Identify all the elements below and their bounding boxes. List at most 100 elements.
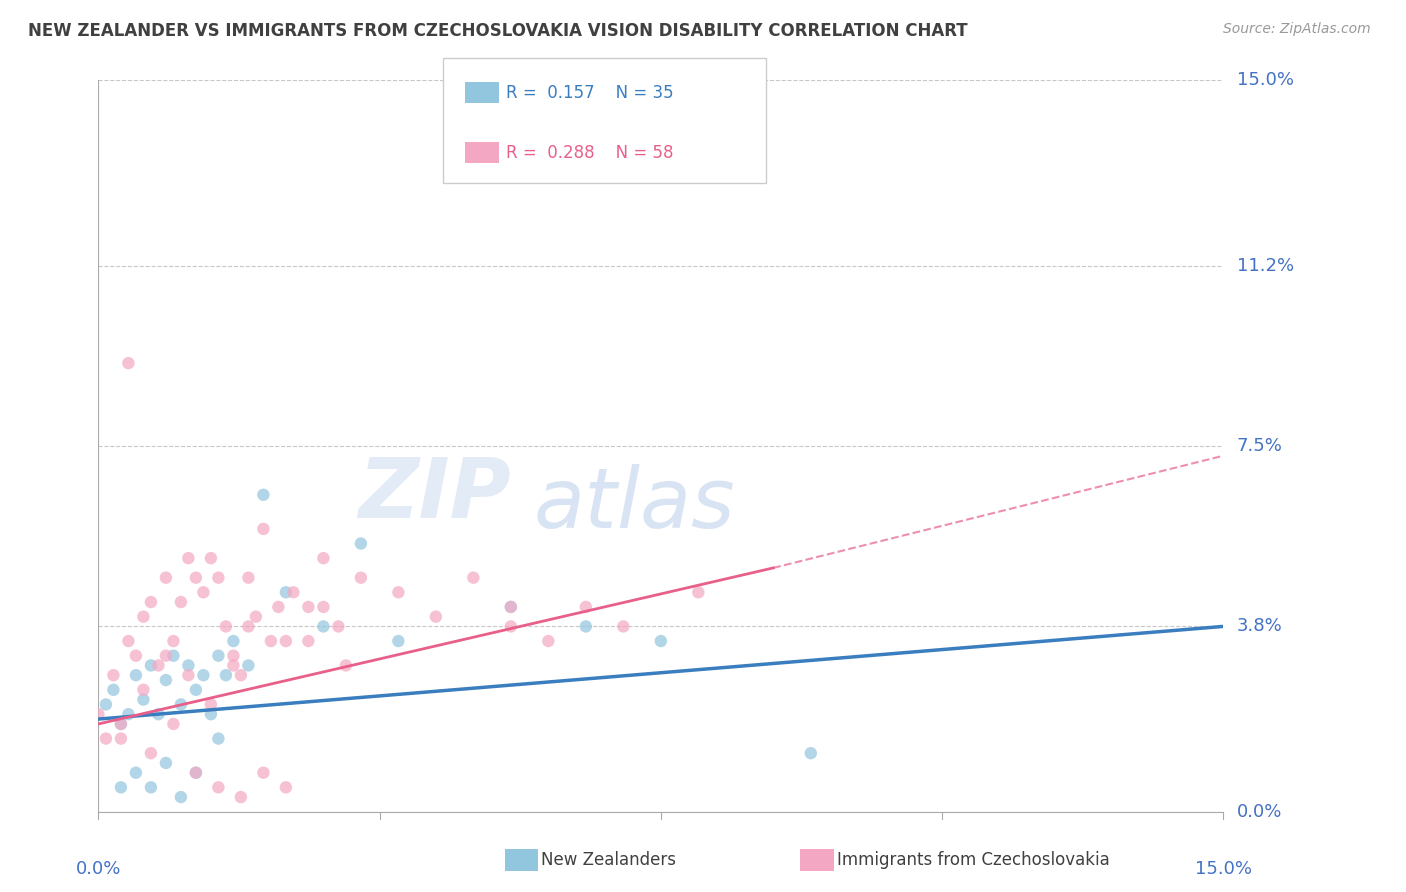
Point	[177, 668, 200, 682]
Text: atlas: atlas	[533, 464, 735, 545]
Text: 0.0%: 0.0%	[1237, 803, 1282, 821]
Point	[207, 648, 229, 663]
Point	[499, 599, 522, 614]
Point	[170, 790, 193, 805]
Point	[229, 668, 252, 682]
Text: NEW ZEALANDER VS IMMIGRANTS FROM CZECHOSLOVAKIA VISION DISABILITY CORRELATION CH: NEW ZEALANDER VS IMMIGRANTS FROM CZECHOS…	[28, 22, 967, 40]
Point	[387, 585, 409, 599]
Point	[155, 756, 177, 770]
Point	[200, 707, 222, 722]
Point	[350, 536, 373, 550]
Point	[139, 780, 162, 795]
Point	[125, 648, 148, 663]
Point	[170, 698, 193, 712]
Point	[215, 668, 238, 682]
Point	[148, 707, 170, 722]
Point	[312, 551, 335, 566]
Text: New Zealanders: New Zealanders	[541, 851, 676, 869]
Point	[200, 551, 222, 566]
Point	[110, 731, 132, 746]
Point	[328, 619, 350, 633]
Point	[612, 619, 634, 633]
Point	[252, 522, 274, 536]
Text: ZIP: ZIP	[359, 454, 510, 535]
Point	[207, 731, 229, 746]
Point	[125, 765, 148, 780]
Text: 7.5%: 7.5%	[1237, 437, 1282, 455]
Point	[184, 571, 207, 585]
Point	[688, 585, 710, 599]
Text: Source: ZipAtlas.com: Source: ZipAtlas.com	[1223, 22, 1371, 37]
Point	[350, 571, 373, 585]
Point	[245, 609, 267, 624]
Point	[238, 619, 260, 633]
Text: R =  0.157    N = 35: R = 0.157 N = 35	[506, 84, 673, 102]
Point	[132, 682, 155, 697]
Point	[177, 658, 200, 673]
Point	[177, 551, 200, 566]
Point	[274, 780, 297, 795]
Point	[575, 619, 598, 633]
Point	[193, 668, 215, 682]
Point	[800, 746, 823, 760]
Text: 15.0%: 15.0%	[1237, 71, 1294, 89]
Point	[260, 634, 283, 648]
Text: 0.0%: 0.0%	[76, 861, 121, 879]
Point	[117, 356, 139, 370]
Point	[238, 571, 260, 585]
Point	[94, 698, 117, 712]
Point	[222, 648, 245, 663]
Point	[94, 731, 117, 746]
Point	[229, 790, 252, 805]
Point	[148, 658, 170, 673]
Point	[162, 648, 184, 663]
Point	[117, 634, 139, 648]
Point	[297, 634, 319, 648]
Point	[125, 668, 148, 682]
Point	[110, 780, 132, 795]
Point	[283, 585, 305, 599]
Point	[184, 682, 207, 697]
Point	[238, 658, 260, 673]
Point	[132, 609, 155, 624]
Point	[110, 717, 132, 731]
Text: 15.0%: 15.0%	[1195, 861, 1251, 879]
Point	[200, 698, 222, 712]
Point	[139, 595, 162, 609]
Point	[184, 765, 207, 780]
Point	[139, 746, 162, 760]
Point	[297, 599, 319, 614]
Point	[215, 619, 238, 633]
Point	[110, 717, 132, 731]
Point	[499, 599, 522, 614]
Point	[222, 658, 245, 673]
Point	[184, 765, 207, 780]
Point	[425, 609, 447, 624]
Point	[87, 707, 110, 722]
Point	[499, 619, 522, 633]
Point	[139, 658, 162, 673]
Point	[155, 648, 177, 663]
Point	[252, 765, 274, 780]
Point	[312, 599, 335, 614]
Point	[155, 571, 177, 585]
Point	[387, 634, 409, 648]
Text: 3.8%: 3.8%	[1237, 617, 1282, 635]
Point	[274, 585, 297, 599]
Point	[335, 658, 357, 673]
Point	[103, 682, 125, 697]
Point	[222, 634, 245, 648]
Point	[650, 634, 672, 648]
Point	[170, 595, 193, 609]
Point	[312, 619, 335, 633]
Point	[162, 634, 184, 648]
Point	[103, 668, 125, 682]
Point	[155, 673, 177, 687]
Point	[162, 717, 184, 731]
Text: 11.2%: 11.2%	[1237, 257, 1294, 275]
Point	[193, 585, 215, 599]
Point	[537, 634, 560, 648]
Text: R =  0.288    N = 58: R = 0.288 N = 58	[506, 144, 673, 161]
Point	[207, 780, 229, 795]
Point	[274, 634, 297, 648]
